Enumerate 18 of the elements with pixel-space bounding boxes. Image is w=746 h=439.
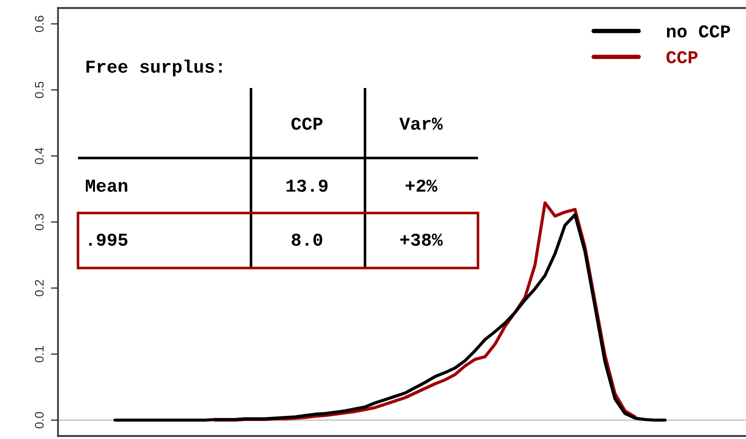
annotation: +2% (406, 180, 438, 192)
y-tick-label: 0.6 (34, 16, 44, 32)
legend-label: CCP (666, 51, 698, 64)
y-tick-label: 0.1 (34, 346, 44, 362)
annotation: .995 (89, 234, 128, 246)
legend-label: no CCP (666, 25, 730, 38)
annotation: +38% (400, 234, 443, 246)
annotation: 8.0 (292, 234, 322, 246)
annotation: CCP (291, 118, 322, 130)
annotation: Var% (399, 118, 443, 130)
y-tick-label: 0.5 (34, 82, 44, 98)
y-tick-label: 0.2 (34, 280, 44, 296)
y-tick-label: 0.0 (34, 412, 44, 428)
annotation: 13.9 (286, 180, 328, 192)
annotation: Free surplus: (86, 60, 222, 76)
annotation: Mean (86, 180, 128, 192)
y-tick-label: 0.4 (34, 148, 44, 164)
y-tick-label: 0.3 (34, 214, 44, 230)
